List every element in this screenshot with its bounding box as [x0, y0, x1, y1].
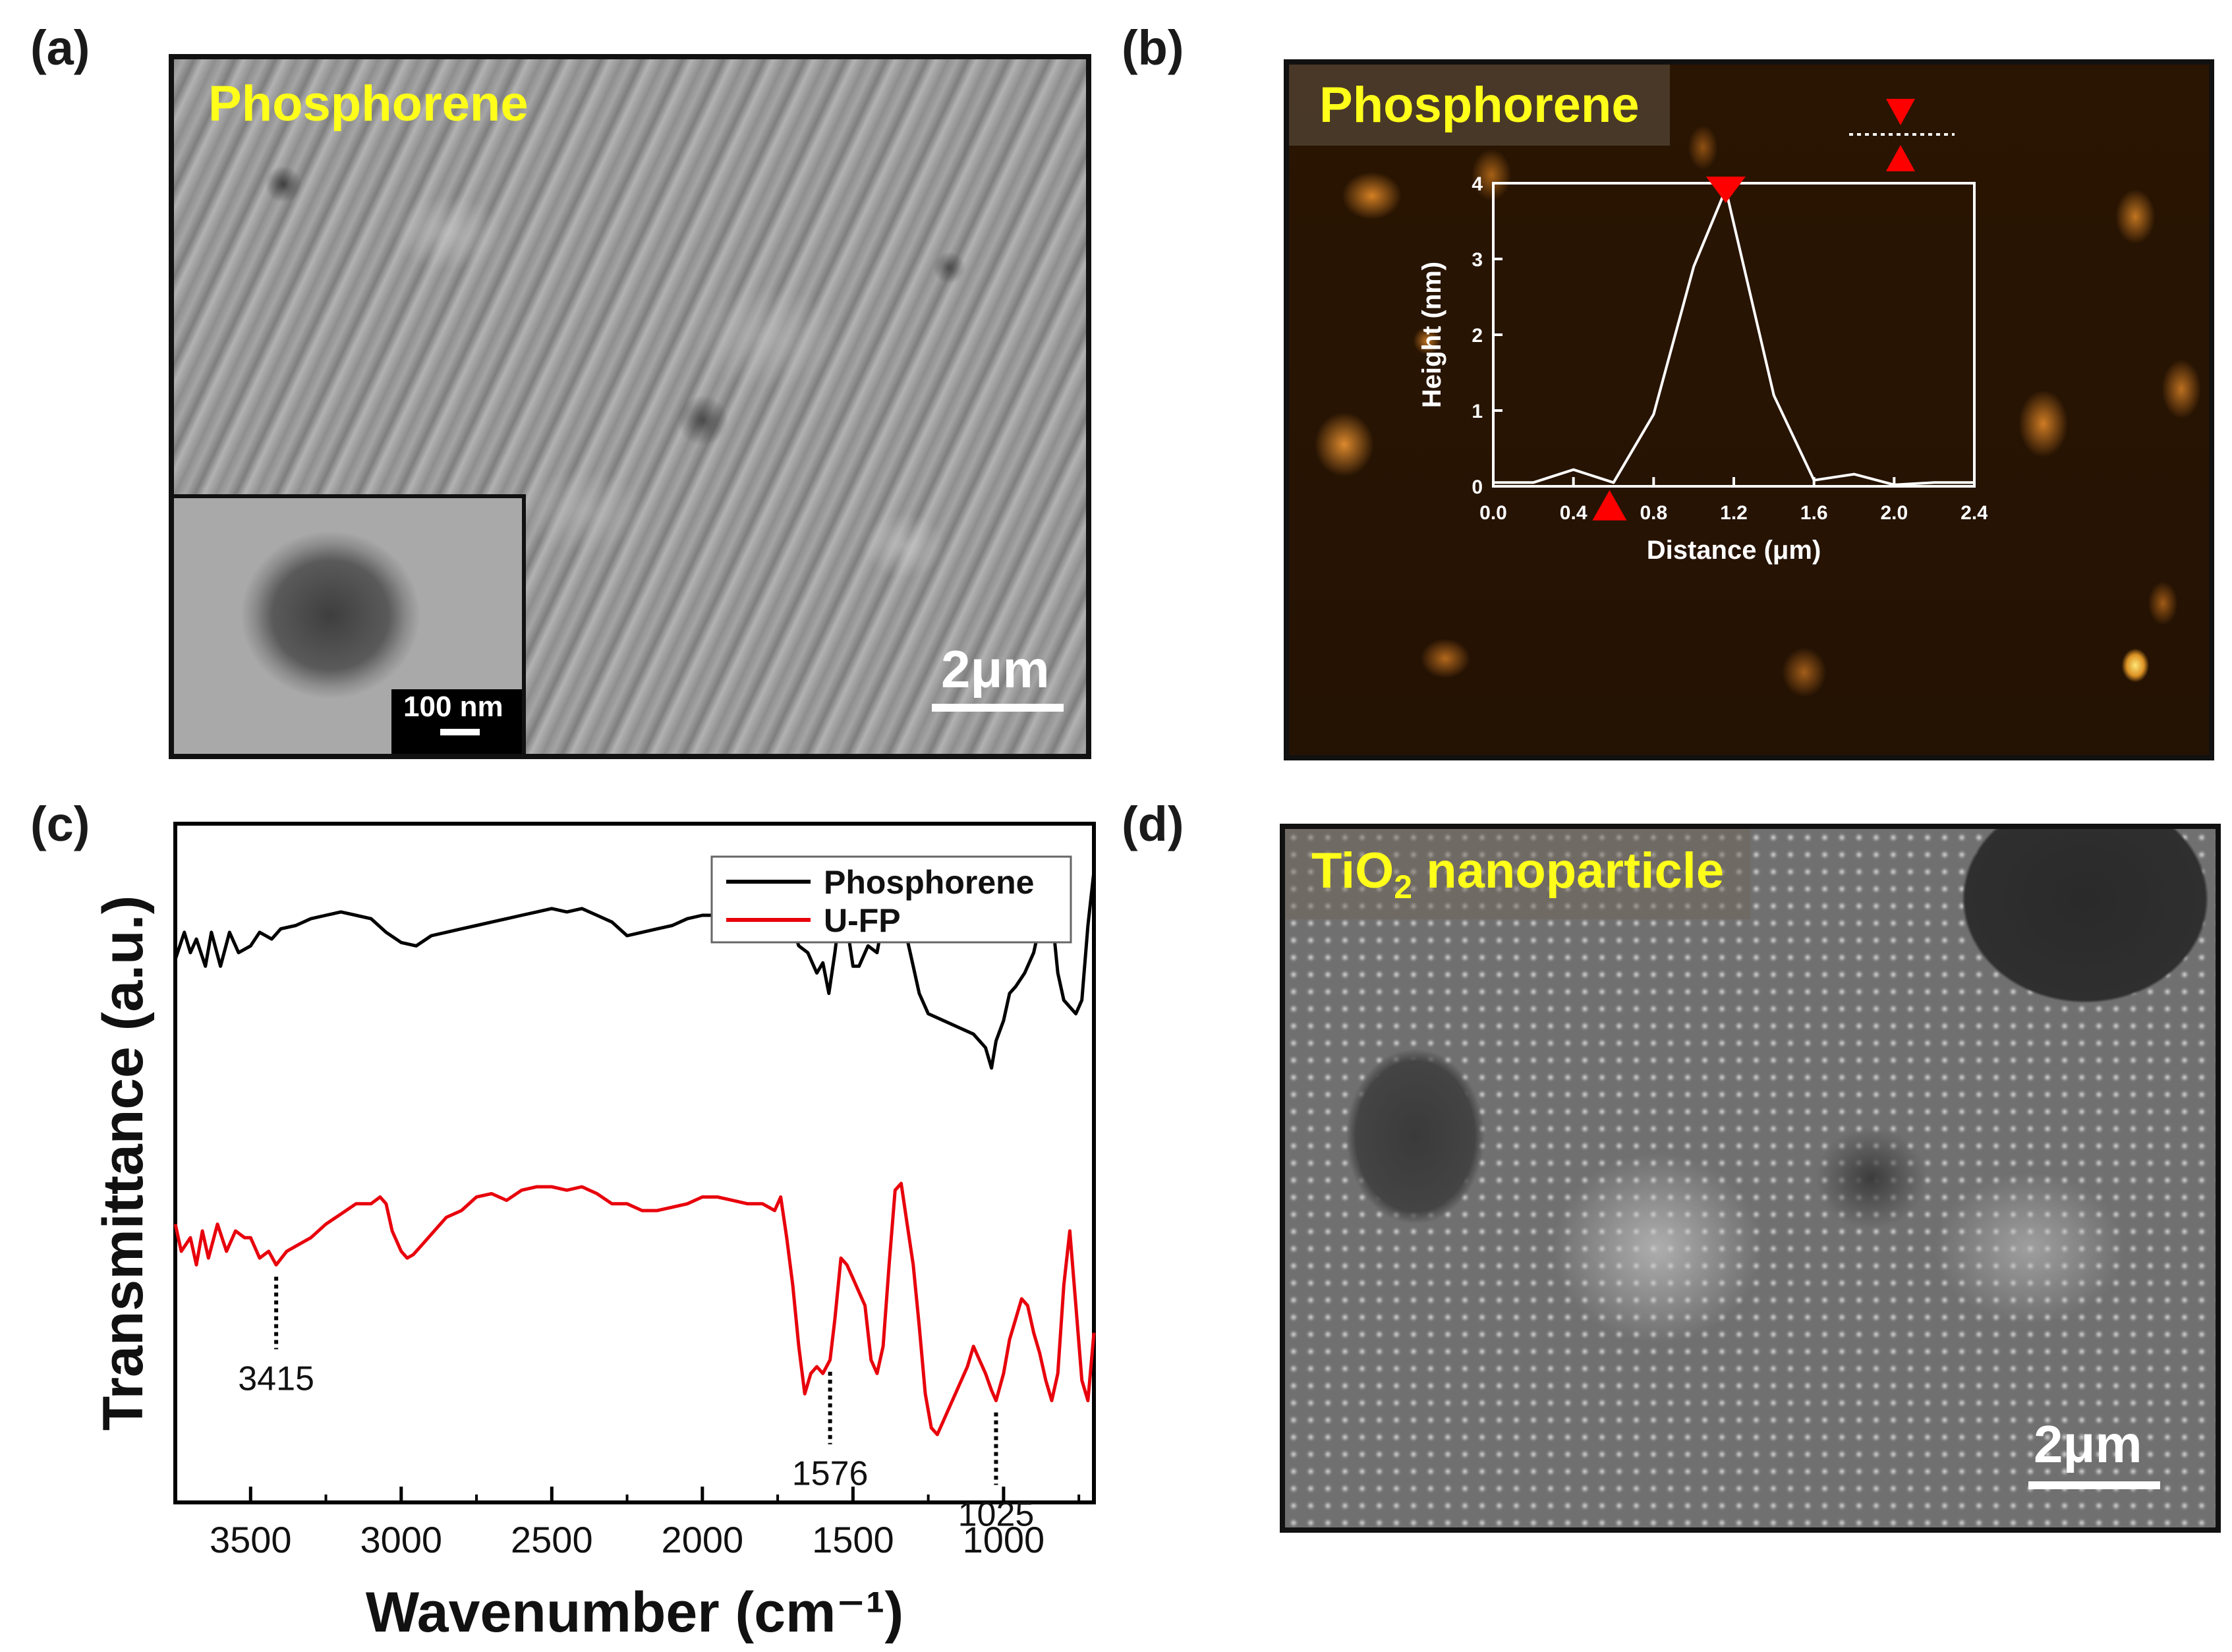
panel-a-letter: (a) [30, 20, 90, 75]
panel-a-label: Phosphorene [208, 76, 529, 132]
panel-b-label: Phosphorene [1289, 65, 1670, 146]
panel-a-inset-scalebar-label: 100 nm [403, 691, 503, 723]
panel-b-letter: (b) [1122, 20, 1184, 75]
ftir-x-tick-label: 1500 [812, 1519, 894, 1560]
ftir-x-tick-label: 3500 [210, 1519, 292, 1560]
panel-a-tem-inset: 100 nm [174, 494, 526, 754]
ftir-y-axis-label: Transmittance (a.u.) [92, 896, 155, 1431]
ftir-x-axis-label: Wavenumber (cm⁻¹) [366, 1581, 903, 1644]
panel-b-height-profile-chart: 0.0 0.4 0.8 1.2 1.6 2.0 2.4 0 1 2 3 4 Distance (μm) H… [1417, 173, 1988, 565]
afm-marker-down [1705, 177, 1746, 203]
afm-y-axis-label: Height (nm) [1417, 262, 1446, 408]
afm-x-tick-label: 0.8 [1640, 502, 1667, 524]
ftir-legend [710, 855, 1072, 944]
panel-d-scalebar-label: 2μm [2034, 1415, 2142, 1473]
afm-x-tick-label: 0.4 [1560, 502, 1588, 524]
afm-height-profile-line [1493, 188, 1974, 486]
panel-d-letter: (d) [1122, 797, 1184, 851]
afm-x-tick-label: 2.0 [1880, 502, 1908, 524]
panel-a-scalebar-label: 2μm [941, 640, 1050, 698]
afm-y-tick-label: 2 [1472, 325, 1483, 347]
panel-d-scalebar [2028, 1481, 2160, 1489]
afm-x-tick-label: 1.6 [1800, 502, 1828, 524]
panel-c-ftir-chart: 3500 3000 2500 2000 1500 1000 3415 1576 1025 Phos… [92, 822, 1096, 1644]
ftir-annotation-label: 1576 [792, 1455, 869, 1493]
ftir-plot-frame [173, 822, 1096, 1504]
ftir-x-tick-label: 2500 [511, 1519, 593, 1560]
panel-a-scalebar [932, 704, 1064, 712]
afm-x-axis-label: Distance (μm) [1647, 536, 1821, 565]
panel-c-letter: (c) [30, 797, 90, 851]
ftir-annotation-label: 1025 [958, 1496, 1035, 1534]
afm-y-tick-label: 0 [1472, 476, 1483, 498]
panel-a-sem-image: Phosphorene 100 nm 2μm [169, 54, 1091, 759]
panel-b-afm-image: Phosphorene 0.0 0.4 0.8 1.2 1.6 2.0 2.4 0 1 2 3 4 Di… [1284, 59, 2214, 760]
ftir-x-tick-label: 3000 [360, 1519, 442, 1560]
afm-x-tick-label: 0.0 [1479, 502, 1507, 524]
ftir-x-tick-label: 2000 [662, 1519, 744, 1560]
afm-y-tick-label: 1 [1472, 401, 1483, 422]
panel-d-sem-image: TiO2 nanoparticle 2μm [1280, 824, 2221, 1533]
ftir-annotation-label: 3415 [238, 1360, 314, 1398]
panel-b-profile-line-marker [1849, 99, 1955, 171]
ftir-series-u-fp-line [173, 1182, 1096, 1437]
afm-x-tick-label: 2.4 [1960, 502, 1988, 524]
ftir-legend-label: U-FP [824, 902, 901, 939]
afm-marker-up [1592, 490, 1627, 521]
panel-a-inset-scalebar [440, 729, 480, 735]
afm-y-tick-label: 4 [1472, 173, 1483, 195]
ftir-x-tick-label: 1000 [963, 1519, 1045, 1560]
panel-d-label: TiO2 nanoparticle [1285, 829, 1751, 920]
afm-y-tick-label: 3 [1472, 249, 1483, 271]
afm-x-tick-label: 1.2 [1720, 502, 1748, 524]
ftir-legend-label: Phosphorene [824, 864, 1034, 901]
